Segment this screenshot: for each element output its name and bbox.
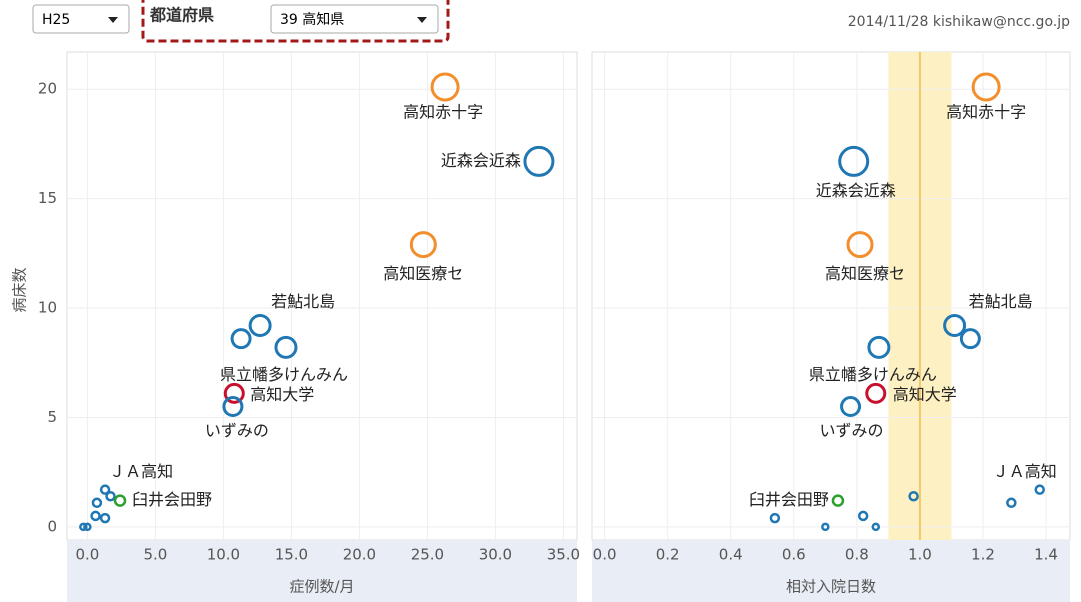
point bbox=[248, 314, 272, 338]
prefecture-dropdown[interactable] bbox=[270, 4, 439, 34]
x-axis-panel bbox=[67, 540, 577, 602]
point-label: 高知赤十字 bbox=[403, 103, 483, 122]
point-label: 近森会近森 bbox=[441, 151, 521, 170]
point-label: 高知赤十字 bbox=[946, 103, 1026, 122]
y-tick-label: 20 bbox=[38, 80, 57, 98]
point-label: ＪＡ高知 bbox=[109, 462, 173, 481]
y-tick-label: 10 bbox=[38, 299, 57, 317]
y-tick-label: 15 bbox=[38, 189, 57, 207]
point bbox=[959, 328, 981, 350]
point bbox=[971, 72, 1001, 102]
x-tick-label: 30.0 bbox=[479, 546, 512, 564]
point bbox=[840, 396, 862, 418]
dropdown-arrow bbox=[108, 17, 118, 23]
x-tick-label: 35.0 bbox=[547, 546, 580, 564]
point bbox=[769, 512, 781, 524]
x-axis-label: 相対入院日数 bbox=[786, 578, 876, 596]
point-label: 若鮎北島 bbox=[271, 292, 335, 311]
prefecture-value: 39 高知県 bbox=[280, 11, 344, 28]
point bbox=[430, 72, 460, 102]
prefecture-label: 都道府県 bbox=[149, 6, 214, 25]
x-tick-label: 0.0 bbox=[75, 546, 99, 564]
point bbox=[867, 335, 891, 359]
year-value: H25 bbox=[42, 12, 70, 28]
x-tick-label: 5.0 bbox=[143, 546, 167, 564]
point bbox=[523, 145, 555, 177]
point-label: いずみの bbox=[820, 421, 884, 440]
point-label: 臼井会田野 bbox=[132, 490, 212, 509]
point bbox=[79, 522, 88, 532]
point bbox=[223, 382, 245, 404]
x-axis-panel bbox=[592, 540, 1070, 602]
x-tick-label: 10.0 bbox=[207, 546, 240, 564]
plot-area bbox=[66, 51, 578, 541]
x-axis-label: 症例数/月 bbox=[289, 578, 354, 596]
point-label: 高知医療セ bbox=[825, 264, 905, 283]
point bbox=[838, 145, 870, 177]
x-tick-label: 0.0 bbox=[593, 546, 617, 564]
y-axis-label: 病床数 bbox=[11, 267, 29, 312]
point bbox=[113, 494, 127, 507]
point-label: ＪＡ高知 bbox=[993, 462, 1057, 481]
stamp: 2014/11/28 kishikaw@ncc.go.jp bbox=[848, 14, 1070, 30]
point-label: 若鮎北島 bbox=[969, 292, 1033, 311]
point bbox=[83, 522, 92, 532]
point-label: 高知大学 bbox=[250, 385, 314, 404]
point bbox=[865, 382, 887, 404]
y-tick-label: 0 bbox=[47, 517, 57, 535]
point bbox=[99, 484, 111, 495]
point-label: 近森会近森 bbox=[816, 181, 896, 200]
point-label: 県立幡多けんみん bbox=[220, 365, 348, 384]
point bbox=[831, 494, 845, 507]
point bbox=[274, 335, 298, 359]
x-tick-label: 1.0 bbox=[908, 546, 932, 564]
dropdown-arrow bbox=[417, 17, 427, 23]
x-tick-label: 25.0 bbox=[411, 546, 444, 564]
point bbox=[230, 328, 252, 350]
point bbox=[821, 522, 830, 532]
point bbox=[908, 490, 919, 502]
point bbox=[90, 510, 101, 522]
point bbox=[846, 231, 874, 259]
x-tick-label: 0.6 bbox=[782, 546, 806, 564]
x-tick-label: 1.2 bbox=[971, 546, 995, 564]
x-tick-label: 1.4 bbox=[1034, 546, 1058, 564]
point bbox=[1006, 497, 1017, 509]
point-label: 高知大学 bbox=[893, 385, 957, 404]
y-tick-label: 5 bbox=[47, 408, 57, 426]
point bbox=[943, 314, 967, 338]
highlight-box bbox=[141, 0, 450, 43]
x-tick-label: 20.0 bbox=[343, 546, 376, 564]
point bbox=[222, 396, 244, 418]
point bbox=[409, 231, 437, 259]
point bbox=[99, 512, 111, 524]
point bbox=[1034, 484, 1045, 495]
point-label: 臼井会田野 bbox=[749, 490, 829, 509]
point bbox=[857, 510, 869, 522]
point-label: いずみの bbox=[205, 421, 269, 440]
x-tick-label: 15.0 bbox=[275, 546, 308, 564]
point bbox=[105, 490, 116, 502]
x-tick-label: 0.2 bbox=[656, 546, 680, 564]
x-tick-label: 0.8 bbox=[845, 546, 869, 564]
plot-area bbox=[591, 51, 1071, 541]
point-label: 県立幡多けんみん bbox=[809, 365, 937, 384]
point bbox=[91, 497, 103, 509]
year-dropdown[interactable] bbox=[32, 4, 130, 34]
point-label: 高知医療セ bbox=[383, 264, 463, 283]
point bbox=[871, 522, 881, 532]
x-tick-label: 0.4 bbox=[719, 546, 743, 564]
